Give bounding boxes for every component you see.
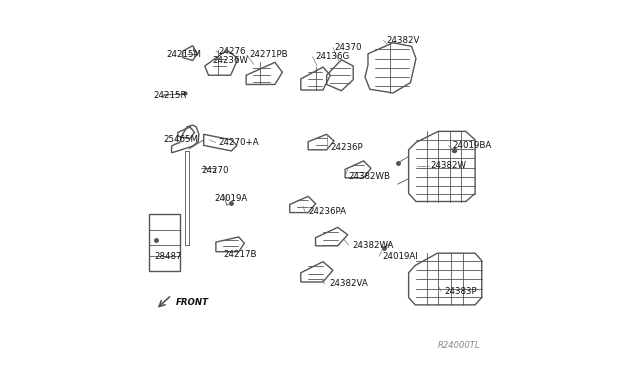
Text: 24270: 24270 xyxy=(201,166,228,175)
Text: 24276: 24276 xyxy=(218,47,246,56)
Text: R24000TL: R24000TL xyxy=(438,341,481,350)
Text: 24217B: 24217B xyxy=(223,250,257,259)
Text: 24382WA: 24382WA xyxy=(353,241,394,250)
Text: 24382WB: 24382WB xyxy=(349,172,391,181)
Text: 24383P: 24383P xyxy=(445,287,477,296)
Text: 24236W: 24236W xyxy=(212,56,248,65)
Text: 24382W: 24382W xyxy=(431,161,467,170)
Text: 28487: 28487 xyxy=(155,251,182,261)
Text: 24370: 24370 xyxy=(335,43,362,52)
Text: 25465M: 25465M xyxy=(163,135,198,144)
Text: 24236PA: 24236PA xyxy=(308,206,346,216)
Text: 24236P: 24236P xyxy=(330,143,363,152)
Text: 24019A: 24019A xyxy=(215,195,248,203)
Text: 24270+A: 24270+A xyxy=(218,138,259,147)
Text: 24215R: 24215R xyxy=(153,91,187,100)
Text: 24215M: 24215M xyxy=(167,51,202,60)
Bar xyxy=(149,214,180,271)
Text: 24019BA: 24019BA xyxy=(452,141,492,150)
Text: 24271PB: 24271PB xyxy=(249,51,288,60)
Text: 24019AI: 24019AI xyxy=(382,251,418,261)
Text: FRONT: FRONT xyxy=(176,298,209,307)
Text: 24382VA: 24382VA xyxy=(329,279,368,288)
Text: 24136G: 24136G xyxy=(316,52,350,61)
Text: 24382V: 24382V xyxy=(387,36,420,45)
